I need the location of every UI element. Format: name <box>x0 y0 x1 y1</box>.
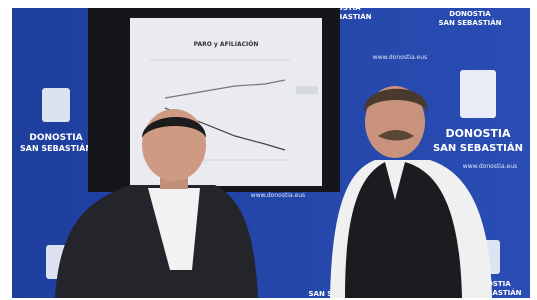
logo-line2: SAN SEBASTIÁN <box>438 18 501 27</box>
url: www.donostia.eus <box>373 54 427 61</box>
photo: DONOSTIA SAN SEBASTIÁN DONOSTIA SAN SEBA… <box>0 0 537 300</box>
screen-title: PARO y AFILIACIÓN <box>194 41 259 48</box>
logo-line2: SAN SEBASTIÁN <box>20 142 92 153</box>
page: DONOSTIA SAN SEBASTIÁN DONOSTIA SAN SEBA… <box>0 0 537 300</box>
screen: PARO y AFILIACIÓN <box>88 8 340 192</box>
url: www.donostia.eus <box>463 163 517 170</box>
url: www.donostia.eus <box>251 192 305 199</box>
logo-line1: DONOSTIA <box>29 133 82 143</box>
logo-line2: SAN SEBASTIÁN <box>433 141 523 154</box>
logo-line1: DONOSTIA <box>445 127 511 140</box>
logo-line1: DONOSTIA <box>449 10 491 18</box>
